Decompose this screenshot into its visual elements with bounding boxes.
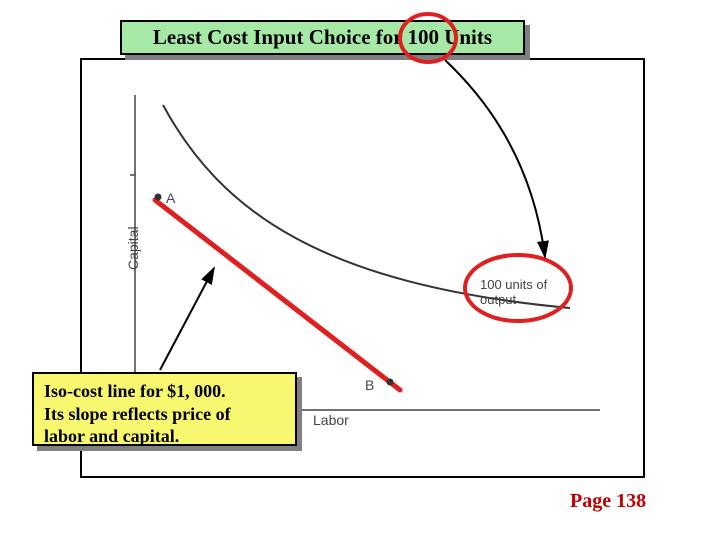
point-a <box>155 194 162 201</box>
point-b <box>387 379 394 386</box>
page-number: Page 138 <box>570 490 646 513</box>
point-a-label: A <box>166 190 175 206</box>
isoquant-label-line1: 100 units of <box>480 278 547 293</box>
arrow-left <box>160 268 214 370</box>
chart <box>0 0 720 540</box>
y-axis-label: Capital <box>125 226 141 270</box>
point-b-label: B <box>365 377 374 393</box>
isoquant-label-line2: output <box>480 293 547 308</box>
arrows <box>160 60 545 370</box>
caption-line-1: Iso-cost line for $1, 000. <box>44 380 285 403</box>
caption-box: Iso-cost line for $1, 000. Its slope ref… <box>32 372 297 446</box>
isoquant-label: 100 units of output <box>480 278 547 308</box>
caption-line-3: labor and capital. <box>44 425 285 448</box>
caption-line-2: Its slope reflects price of <box>44 403 285 426</box>
title-emphasis-circle <box>400 14 456 62</box>
x-axis-label: Labor <box>313 412 349 428</box>
arrow-top <box>445 60 545 257</box>
